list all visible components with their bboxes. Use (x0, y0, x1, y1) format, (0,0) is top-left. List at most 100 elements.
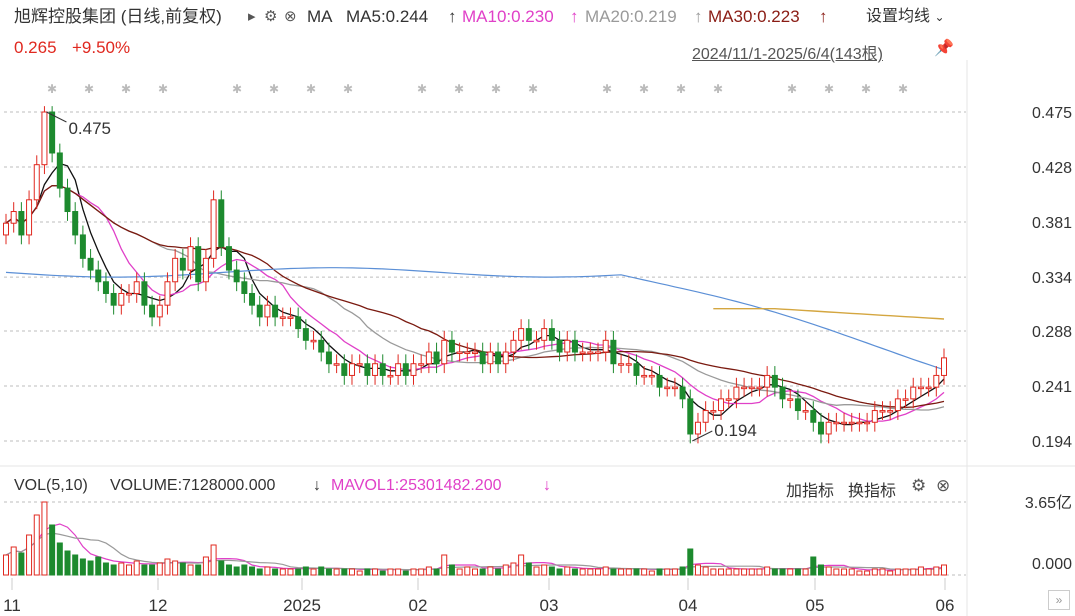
candle-body (10, 211, 17, 224)
volume-bar (256, 568, 263, 576)
gear-icon[interactable]: ⚙ (911, 476, 927, 495)
volume-bar (279, 568, 286, 576)
switch-indicator-button[interactable]: 换指标 (848, 483, 897, 500)
candle-body (195, 246, 202, 283)
candle-body (718, 398, 725, 412)
volume-bar (102, 562, 109, 576)
price-tick-label: 0.194 (1032, 434, 1072, 451)
candle-body (241, 281, 248, 294)
volume-bar (733, 568, 740, 576)
event-marker: ✱ (602, 82, 612, 96)
high-label: 0.475 (68, 119, 111, 138)
candle-body (894, 398, 901, 412)
candle-body (141, 281, 148, 306)
x-tick-label: 11 (3, 596, 21, 615)
price-tick-label: 0.288 (1032, 324, 1072, 341)
x-tick-label: 05 (806, 596, 825, 615)
volume-bar (894, 568, 901, 576)
moving-average-lines (5, 162, 945, 571)
volume-bar (425, 566, 432, 576)
candle-body (518, 328, 525, 341)
volume-bar (856, 570, 863, 576)
candle-body (841, 421, 848, 425)
candle-body (910, 386, 917, 400)
volume-bar (10, 546, 17, 576)
play-icon[interactable]: ▸ (248, 8, 256, 25)
candle-body (694, 421, 701, 435)
candle-body (864, 421, 871, 425)
volume-bar (26, 534, 33, 576)
x-tick-label: 04 (679, 596, 698, 615)
axis-ticks: 0.475 0.428 0.381 0.334 0.288 0.241 0.194 3.65亿… (3, 105, 1072, 615)
add-indicator-button[interactable]: 加指标 (786, 483, 835, 500)
volume-bar (702, 566, 709, 576)
volume-bar (479, 568, 486, 576)
volume-bar (379, 570, 386, 576)
close-icon[interactable]: ⊗ (284, 8, 297, 25)
volume-bar (33, 514, 40, 576)
candle-body (456, 351, 463, 355)
candle-body (295, 316, 302, 330)
close-icon[interactable]: ⊗ (936, 476, 951, 495)
candle-body (249, 292, 256, 306)
candle-body (210, 199, 217, 259)
volume-bar (72, 554, 79, 576)
candle-body (218, 199, 225, 248)
price-tick-label: 0.381 (1032, 215, 1072, 232)
volume-bar (56, 542, 63, 576)
candle-body (764, 374, 771, 388)
volume-bar (310, 568, 317, 576)
candle-body (41, 111, 48, 166)
volume-bar (548, 566, 555, 576)
event-marker: ✱ (639, 82, 649, 96)
candle-body (310, 339, 317, 343)
event-marker: ✱ (417, 82, 427, 96)
volume-bar (641, 568, 648, 576)
candle-body (395, 363, 402, 376)
candle-body (126, 292, 133, 296)
candle-body (556, 339, 563, 353)
date-range-link[interactable]: 2024/11/1-2025/6/4(143根) (692, 46, 883, 63)
gear-icon[interactable]: ⚙ (264, 8, 278, 25)
candle-body (302, 328, 309, 341)
ma5-arrow: ↑ (448, 7, 457, 26)
volume-bar (841, 568, 848, 576)
volume-bar (817, 564, 824, 576)
event-marker: ✱ (232, 82, 242, 96)
volume-bar (595, 568, 602, 576)
candle-body (187, 246, 194, 271)
last-price: 0.265 (14, 38, 57, 57)
candle-body (472, 351, 478, 355)
mavol-value: MAVOL1:25301482.200 (331, 477, 502, 494)
volume-bar (794, 568, 801, 576)
expand-icon[interactable]: » (1048, 590, 1070, 610)
candle-body (779, 386, 786, 400)
event-marker: ✱ (306, 82, 316, 96)
volume-tick-label: 0.000 (1032, 556, 1072, 573)
candle-body (118, 292, 125, 306)
volume-bar (241, 564, 248, 576)
volume-bar (448, 564, 455, 576)
volume-bar (671, 568, 678, 576)
candle-body (602, 339, 609, 353)
price-change: +9.50% (72, 38, 131, 57)
ma60-line (5, 267, 945, 371)
volume-bar (725, 568, 732, 576)
candle-body (825, 421, 832, 435)
candle-body (887, 410, 894, 413)
ma20-value: MA20:0.219 (585, 7, 677, 26)
volume-bar (602, 566, 609, 576)
candle-body (418, 363, 425, 366)
volume-arrow: ↓ (313, 477, 321, 494)
pin-icon[interactable]: 📌 (934, 40, 954, 57)
volume-bar (302, 566, 309, 576)
ma30-arrow: ↑ (819, 7, 828, 26)
candle-body (264, 304, 271, 318)
ma-settings-button[interactable]: 设置均线 ⌄ (866, 8, 945, 25)
price-tick-label: 0.428 (1032, 160, 1072, 177)
volume-bar (141, 564, 148, 576)
volume-bar (64, 550, 71, 576)
candle-body (72, 211, 79, 236)
volume-bar (495, 568, 502, 576)
